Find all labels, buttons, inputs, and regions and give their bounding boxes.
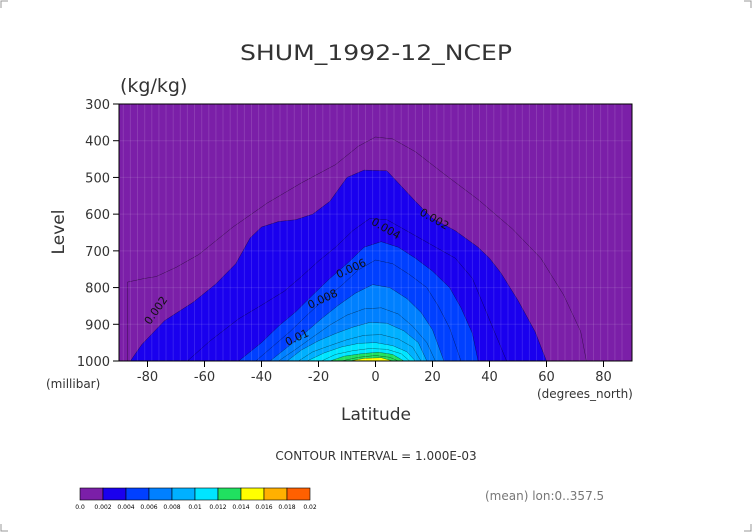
colorbar-swatch — [217, 487, 242, 501]
x-axis-ticks: -80 -60 -40 -20 0 20 40 60 80 — [137, 361, 612, 385]
grid-horizontal-lines — [119, 140, 632, 325]
x-tick-label: 40 — [481, 370, 498, 385]
colorbar-swatch — [263, 487, 288, 501]
colorbar-tick-label: 0.014 — [232, 504, 249, 511]
colorbar-swatch — [240, 487, 265, 501]
grid-vertical-lines — [122, 104, 623, 361]
x-tick-label: -40 — [251, 370, 272, 385]
x-tick-label: 60 — [538, 370, 555, 385]
y-tick-label: 1000 — [77, 355, 110, 370]
x-tick-label: 20 — [424, 370, 441, 385]
footer-label: (mean) lon:0..357.5 — [485, 489, 604, 503]
colorbar-tick-label: 0.006 — [140, 504, 157, 511]
x-tick-label: 0 — [371, 370, 379, 385]
colorbar-tick-label: 0.002 — [94, 504, 111, 511]
y-tick-label: 900 — [85, 318, 110, 333]
y-tick-label: 700 — [85, 245, 110, 260]
contour-interval-label: CONTOUR INTERVAL = 1.000E-03 — [275, 449, 476, 463]
colorbar-swatch — [79, 487, 104, 501]
x-tick-label: -60 — [194, 370, 215, 385]
colorbar-tick-label: 0.008 — [163, 504, 180, 511]
corner-mark-bl — [0, 524, 8, 532]
colorbar-tick-label: 0.012 — [209, 504, 226, 511]
colorbar-swatch — [102, 487, 127, 501]
y-axis-label: Level — [49, 210, 69, 255]
colorbar-tick-label: 0.0 — [75, 504, 85, 511]
colorbar: 0.0 0.002 0.004 0.006 0.008 0.01 0.012 0.014 0.0… — [75, 487, 317, 511]
units-label: (kg/kg) — [120, 75, 187, 97]
x-tick-label: -80 — [137, 370, 158, 385]
corner-mark-br — [744, 524, 752, 532]
colorbar-swatch — [148, 487, 173, 501]
y-tick-label: 800 — [85, 282, 110, 297]
contour-level-13 — [349, 357, 393, 361]
x-tick-label: -20 — [308, 370, 329, 385]
x-tick-label: 80 — [595, 370, 612, 385]
x-axis-label: Latitude — [341, 405, 411, 425]
y-tick-label: 300 — [85, 98, 110, 113]
colorbar-swatch — [125, 487, 150, 501]
y-axis-ticks: 300 400 500 600 700 800 900 1000 — [77, 98, 119, 370]
contour-fills — [127, 136, 587, 361]
colorbar-tick-label: 0.01 — [188, 504, 202, 511]
y-tick-label: 500 — [85, 171, 110, 186]
colorbar-swatch — [171, 487, 196, 501]
x-unit-label: (degrees_north) — [537, 387, 633, 401]
colorbar-tick-label: 0.018 — [278, 504, 295, 511]
colorbar-swatch — [194, 487, 219, 501]
colorbar-tick-label: 0.016 — [255, 504, 272, 511]
y-tick-label: 400 — [85, 135, 110, 150]
corner-mark-tl — [0, 0, 8, 8]
colorbar-tick-label: 0.02 — [303, 504, 317, 511]
corner-mark-tr — [744, 0, 752, 8]
colorbar-tick-label: 0.004 — [117, 504, 134, 511]
colorbar-swatch — [286, 487, 311, 501]
y-unit-label: (millibar) — [46, 377, 100, 391]
y-tick-label: 600 — [85, 208, 110, 223]
chart-title: SHUM_1992-12_NCEP — [240, 41, 512, 66]
